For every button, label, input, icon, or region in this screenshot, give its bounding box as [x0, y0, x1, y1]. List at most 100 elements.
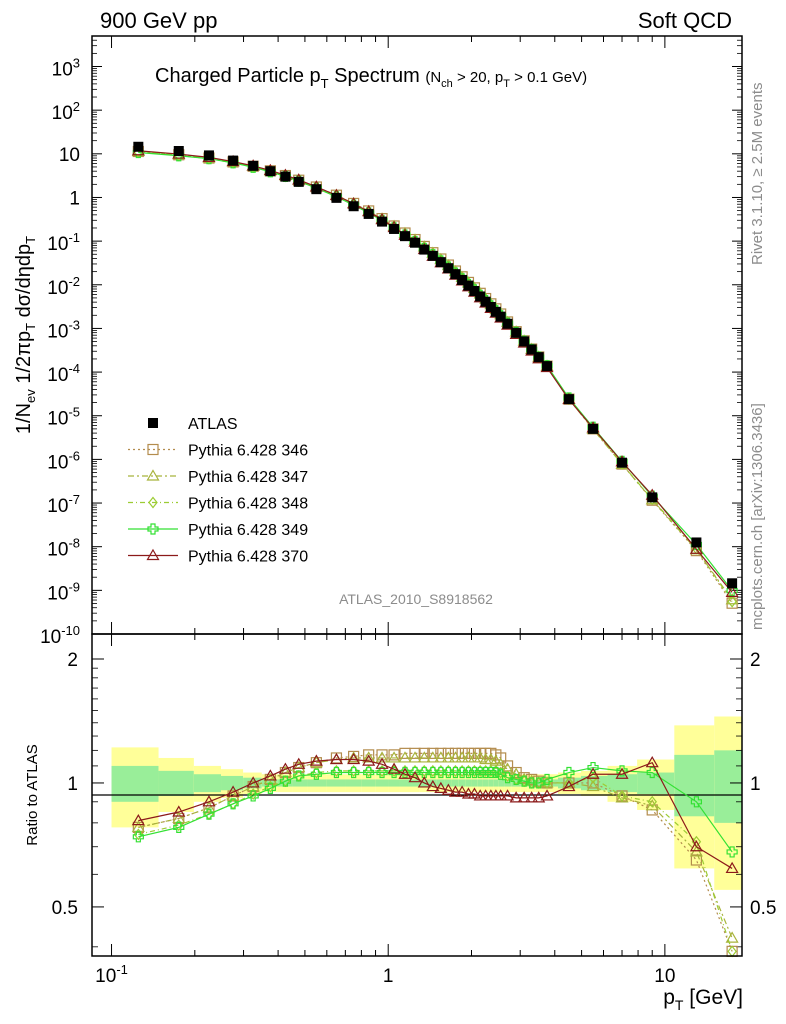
legend-label: Pythia 6.428 346: [188, 443, 308, 460]
atlas-data-point: [399, 231, 410, 242]
ratio-series-point: [348, 764, 359, 777]
ratio-panel-ticks: 10-1 1 10 0.5 0.5 1 1 2 2: [52, 634, 776, 987]
ratio-series-point: [457, 764, 467, 777]
ratio-y-tick-label-right: 1: [750, 774, 761, 795]
ratio-series-point: [408, 770, 422, 783]
y-tick-label: 1: [69, 188, 80, 209]
main-series-point: [725, 593, 739, 605]
ratio-series-point: [226, 789, 240, 801]
ratio-series-point: [426, 779, 440, 792]
atlas-data-point: [133, 141, 144, 152]
ratio-series-point: [247, 790, 259, 802]
uncertainty-band-green: [607, 774, 638, 793]
ratio-series-point: [387, 751, 401, 763]
ratio-series-point: [400, 764, 410, 777]
atlas-data-point: [475, 291, 486, 302]
ratio-series-line: [138, 770, 733, 952]
legend-marker: [147, 443, 159, 456]
ratio-series-point: [172, 805, 186, 817]
ratio-series-point: [426, 751, 440, 763]
ratio-y-tick-label-right: 2: [750, 650, 761, 671]
ratio-series-point: [562, 779, 576, 792]
ratio-series-point: [202, 801, 216, 813]
ratio-series-point: [448, 785, 462, 797]
ratio-series-point: [689, 840, 703, 852]
ratio-series-point: [510, 773, 522, 786]
y-tick-label: 10-2: [47, 274, 80, 299]
atlas-data-point: [469, 286, 480, 297]
ratio-series-point: [441, 751, 455, 763]
legend-marker: [146, 548, 160, 561]
uncertainty-band-green: [488, 779, 494, 787]
atlas-data-point: [293, 176, 304, 187]
atlas-data-point: [280, 171, 291, 182]
ratio-series-point: [293, 770, 305, 782]
atlas-data-point: [588, 423, 599, 434]
ratio-series-point: [409, 766, 421, 779]
ratio-series-point: [450, 764, 461, 777]
uncertainty-band-green: [388, 779, 400, 787]
ratio-series-point: [617, 789, 627, 802]
atlas-data-point: [173, 146, 184, 157]
ratio-series-point: [331, 764, 342, 777]
ratio-series-point: [494, 789, 508, 801]
uncertainty-band-green: [345, 779, 362, 787]
atlas-data-point: [348, 201, 359, 212]
y-tick-label: 10-9: [47, 579, 80, 604]
legend-marker: [148, 496, 158, 509]
main-series-point: [726, 585, 738, 597]
ratio-series-point: [532, 791, 546, 803]
uncertainty-band-green: [477, 779, 483, 787]
uncertainty-band-green: [292, 779, 308, 787]
ratio-series-point: [363, 766, 375, 779]
uncertainty-band-green: [458, 779, 466, 787]
ratio-series-point: [443, 764, 454, 777]
ratio-series-point: [376, 766, 388, 779]
uncertainty-band-green: [498, 779, 505, 787]
atlas-data-point: [265, 166, 276, 177]
ratio-series-point: [419, 764, 430, 777]
ratio-series-point: [525, 791, 539, 803]
atlas-data-point: [363, 208, 374, 219]
uncertainty-band-green: [410, 779, 420, 787]
ratio-series-point: [203, 808, 215, 820]
ratio-series-point: [518, 775, 530, 787]
y-tick-label: 10-8: [47, 536, 80, 561]
ratio-series-point: [202, 795, 216, 807]
ratio-series-point: [434, 781, 448, 794]
ratio-series-point: [726, 846, 738, 858]
ratio-series-point: [309, 754, 323, 766]
atlas-data-point: [691, 537, 702, 548]
ratio-series-point: [226, 785, 240, 797]
ratio-series-point: [690, 854, 703, 866]
ratio-series-point: [467, 787, 481, 799]
atlas-data-point: [480, 296, 491, 307]
atlas-data-point: [377, 216, 388, 227]
uncertainty-band-green: [428, 779, 437, 787]
uncertainty-band-green: [158, 770, 194, 796]
ratio-series-point: [725, 861, 739, 874]
uncertainty-band-green: [511, 779, 521, 787]
ratio-series-point: [398, 767, 412, 779]
ratio-series-point: [586, 767, 600, 779]
x-tick-label: 1: [383, 966, 394, 987]
ratio-series-point: [398, 751, 412, 763]
ratio-series-point: [174, 819, 184, 832]
atlas-data-point: [228, 155, 239, 166]
ratio-series-point: [427, 766, 439, 779]
y-tick-label: 103: [52, 56, 80, 81]
ratio-series-point: [310, 768, 322, 780]
ratio-panel-frame: [91, 633, 743, 957]
ratio-series-point: [246, 776, 260, 788]
ratio-series-point: [363, 749, 375, 761]
header-left-label: 900 GeV pp: [100, 8, 217, 33]
ratio-series-point: [435, 747, 447, 759]
uncertainty-band-green: [193, 774, 222, 793]
atlas-data-point: [519, 336, 530, 347]
atlas-data-point: [511, 327, 522, 338]
header-right-label: Soft QCD: [638, 8, 732, 33]
ratio-series-point: [418, 766, 430, 779]
ratio-series-point: [645, 755, 659, 768]
main-panel-frame: [91, 35, 743, 635]
atlas-data-point: [435, 257, 446, 268]
